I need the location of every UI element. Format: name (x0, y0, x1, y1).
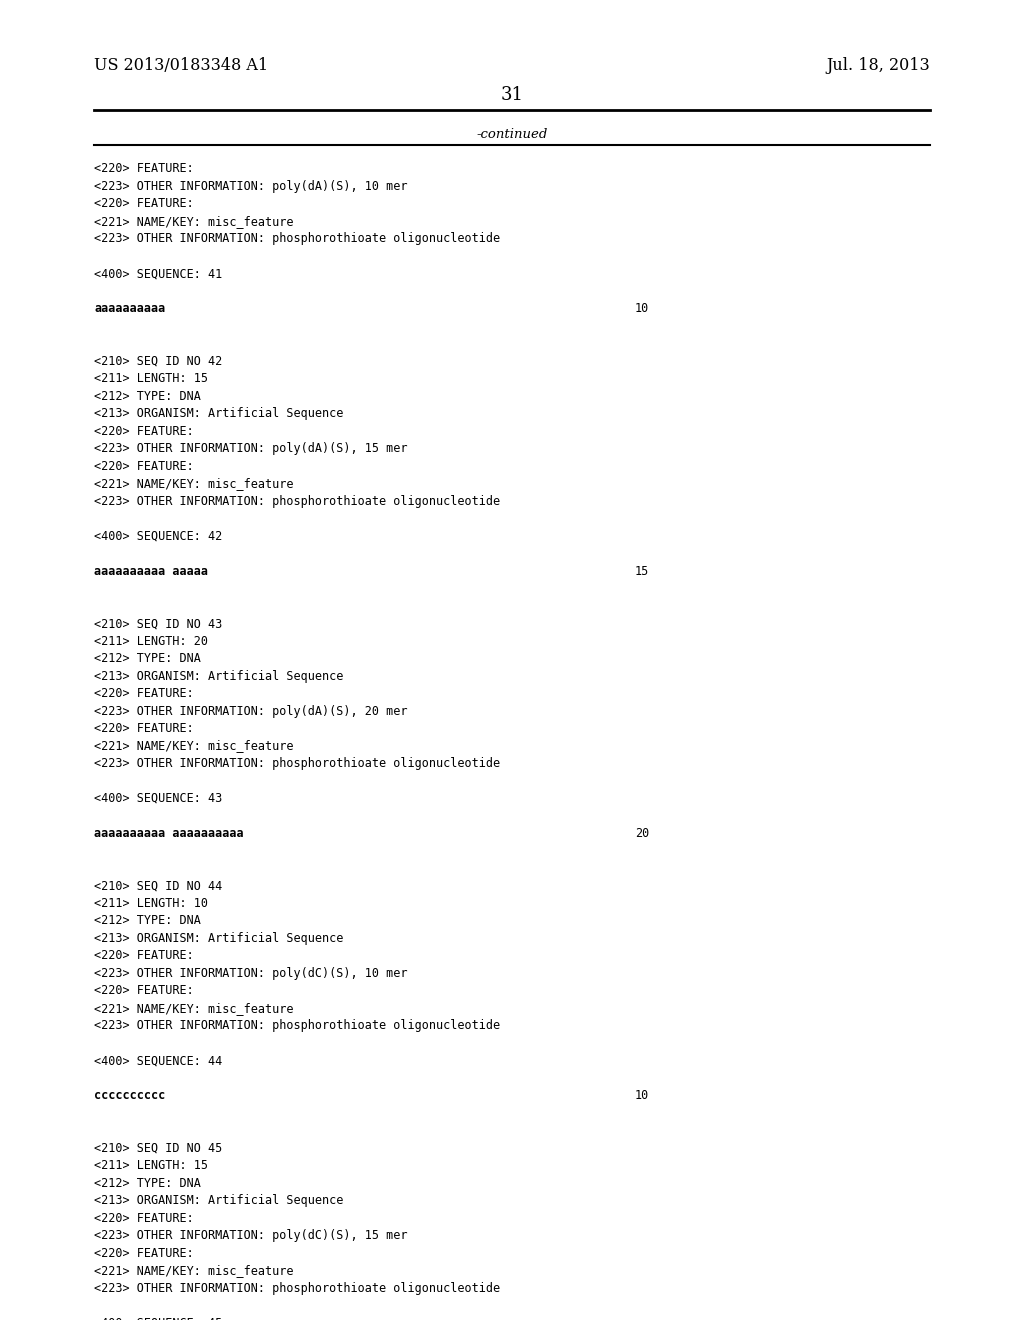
Text: 31: 31 (501, 86, 523, 104)
Text: <220> FEATURE:: <220> FEATURE: (94, 985, 194, 998)
Text: <400> SEQUENCE: 45: <400> SEQUENCE: 45 (94, 1316, 222, 1320)
Text: <223> OTHER INFORMATION: phosphorothioate oligonucleotide: <223> OTHER INFORMATION: phosphorothioat… (94, 756, 501, 770)
Text: <221> NAME/KEY: misc_feature: <221> NAME/KEY: misc_feature (94, 1002, 294, 1015)
Text: <212> TYPE: DNA: <212> TYPE: DNA (94, 1176, 201, 1189)
Text: <220> FEATURE:: <220> FEATURE: (94, 686, 194, 700)
Text: <220> FEATURE:: <220> FEATURE: (94, 459, 194, 473)
Text: US 2013/0183348 A1: US 2013/0183348 A1 (94, 57, 268, 74)
Text: <211> LENGTH: 15: <211> LENGTH: 15 (94, 372, 208, 385)
Text: <220> FEATURE:: <220> FEATURE: (94, 1212, 194, 1225)
Text: <223> OTHER INFORMATION: phosphorothioate oligonucleotide: <223> OTHER INFORMATION: phosphorothioat… (94, 1282, 501, 1295)
Text: <220> FEATURE:: <220> FEATURE: (94, 949, 194, 962)
Text: <213> ORGANISM: Artificial Sequence: <213> ORGANISM: Artificial Sequence (94, 932, 344, 945)
Text: <223> OTHER INFORMATION: poly(dA)(S), 15 mer: <223> OTHER INFORMATION: poly(dA)(S), 15… (94, 442, 408, 455)
Text: <400> SEQUENCE: 42: <400> SEQUENCE: 42 (94, 529, 222, 543)
Text: <221> NAME/KEY: misc_feature: <221> NAME/KEY: misc_feature (94, 477, 294, 490)
Text: aaaaaaaaaa: aaaaaaaaaa (94, 302, 166, 315)
Text: cccccccccc: cccccccccc (94, 1089, 166, 1102)
Text: <223> OTHER INFORMATION: poly(dA)(S), 10 mer: <223> OTHER INFORMATION: poly(dA)(S), 10… (94, 180, 408, 193)
Text: <220> FEATURE:: <220> FEATURE: (94, 162, 194, 176)
Text: <400> SEQUENCE: 41: <400> SEQUENCE: 41 (94, 267, 222, 280)
Text: 15: 15 (635, 565, 649, 578)
Text: aaaaaaaaaa aaaaaaaaaa: aaaaaaaaaa aaaaaaaaaa (94, 826, 244, 840)
Text: 10: 10 (635, 302, 649, 315)
Text: <223> OTHER INFORMATION: phosphorothioate oligonucleotide: <223> OTHER INFORMATION: phosphorothioat… (94, 1019, 501, 1032)
Text: <210> SEQ ID NO 44: <210> SEQ ID NO 44 (94, 879, 222, 892)
Text: <213> ORGANISM: Artificial Sequence: <213> ORGANISM: Artificial Sequence (94, 407, 344, 420)
Text: <212> TYPE: DNA: <212> TYPE: DNA (94, 915, 201, 928)
Text: Jul. 18, 2013: Jul. 18, 2013 (826, 57, 930, 74)
Text: <223> OTHER INFORMATION: poly(dA)(S), 20 mer: <223> OTHER INFORMATION: poly(dA)(S), 20… (94, 705, 408, 718)
Text: <220> FEATURE:: <220> FEATURE: (94, 722, 194, 735)
Text: <220> FEATURE:: <220> FEATURE: (94, 425, 194, 438)
Text: -continued: -continued (476, 128, 548, 141)
Text: <220> FEATURE:: <220> FEATURE: (94, 197, 194, 210)
Text: <210> SEQ ID NO 45: <210> SEQ ID NO 45 (94, 1142, 222, 1155)
Text: <212> TYPE: DNA: <212> TYPE: DNA (94, 389, 201, 403)
Text: <210> SEQ ID NO 42: <210> SEQ ID NO 42 (94, 355, 222, 368)
Text: <213> ORGANISM: Artificial Sequence: <213> ORGANISM: Artificial Sequence (94, 669, 344, 682)
Text: <223> OTHER INFORMATION: phosphorothioate oligonucleotide: <223> OTHER INFORMATION: phosphorothioat… (94, 232, 501, 246)
Text: <211> LENGTH: 10: <211> LENGTH: 10 (94, 896, 208, 909)
Text: <223> OTHER INFORMATION: poly(dC)(S), 10 mer: <223> OTHER INFORMATION: poly(dC)(S), 10… (94, 966, 408, 979)
Text: <212> TYPE: DNA: <212> TYPE: DNA (94, 652, 201, 665)
Text: <221> NAME/KEY: misc_feature: <221> NAME/KEY: misc_feature (94, 739, 294, 752)
Text: <213> ORGANISM: Artificial Sequence: <213> ORGANISM: Artificial Sequence (94, 1195, 344, 1208)
Text: <400> SEQUENCE: 44: <400> SEQUENCE: 44 (94, 1055, 222, 1068)
Text: <223> OTHER INFORMATION: poly(dC)(S), 15 mer: <223> OTHER INFORMATION: poly(dC)(S), 15… (94, 1229, 408, 1242)
Text: <220> FEATURE:: <220> FEATURE: (94, 1246, 194, 1259)
Text: <210> SEQ ID NO 43: <210> SEQ ID NO 43 (94, 616, 222, 630)
Text: <221> NAME/KEY: misc_feature: <221> NAME/KEY: misc_feature (94, 215, 294, 228)
Text: <211> LENGTH: 20: <211> LENGTH: 20 (94, 635, 208, 648)
Text: 20: 20 (635, 826, 649, 840)
Text: <221> NAME/KEY: misc_feature: <221> NAME/KEY: misc_feature (94, 1265, 294, 1278)
Text: <211> LENGTH: 15: <211> LENGTH: 15 (94, 1159, 208, 1172)
Text: 10: 10 (635, 1089, 649, 1102)
Text: <400> SEQUENCE: 43: <400> SEQUENCE: 43 (94, 792, 222, 805)
Text: <223> OTHER INFORMATION: phosphorothioate oligonucleotide: <223> OTHER INFORMATION: phosphorothioat… (94, 495, 501, 508)
Text: aaaaaaaaaa aaaaa: aaaaaaaaaa aaaaa (94, 565, 208, 578)
